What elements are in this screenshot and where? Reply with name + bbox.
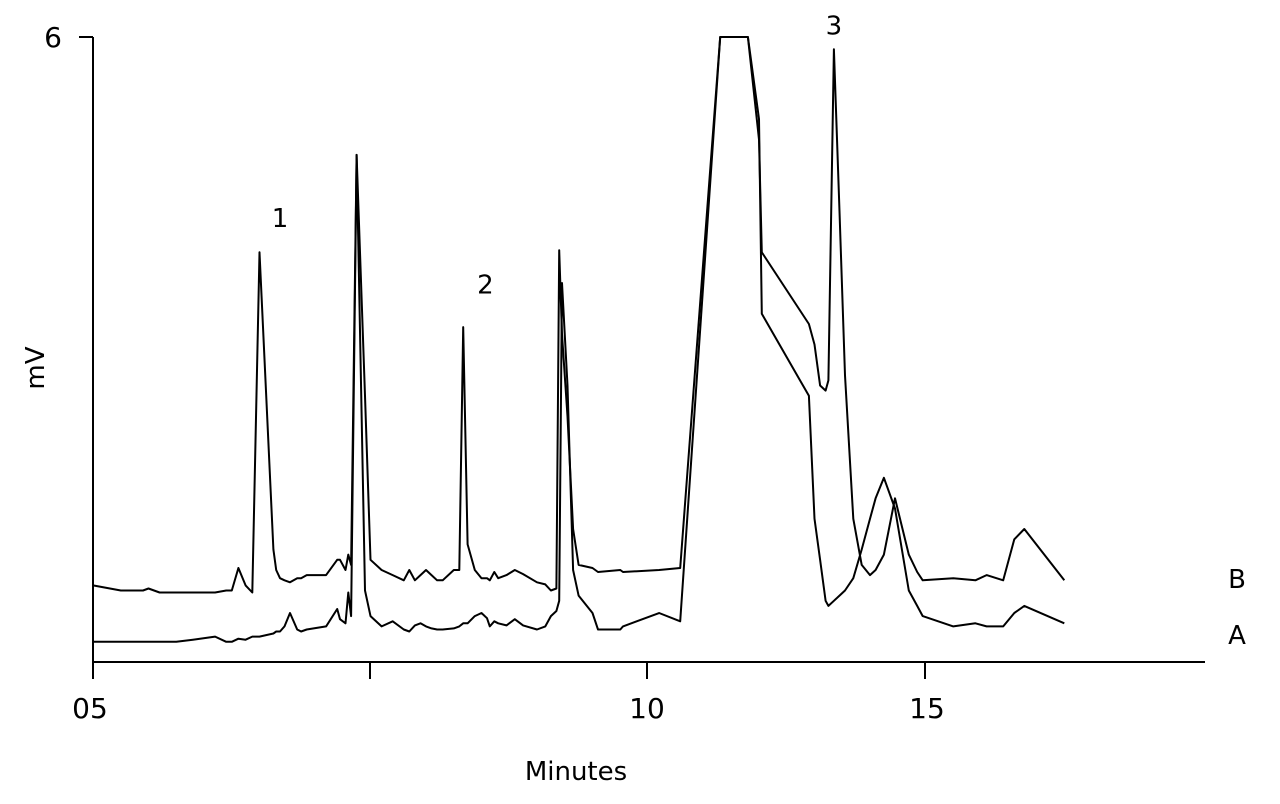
series-label-b: B bbox=[1228, 565, 1246, 595]
series-group: B A bbox=[92, 36, 1246, 651]
peak-labels: 1 2 3 bbox=[272, 11, 842, 300]
series-line-a bbox=[93, 36, 1065, 643]
y-tick-label-6: 6 bbox=[44, 21, 62, 54]
y-axis: 6 mV bbox=[21, 21, 94, 662]
x-tick-label-15: 15 bbox=[909, 692, 945, 725]
series-label-a: A bbox=[1228, 621, 1246, 651]
x-axis: 05 10 15 Minutes bbox=[72, 661, 1205, 787]
peak-label-1: 1 bbox=[272, 204, 289, 234]
x-axis-label: Minutes bbox=[525, 757, 627, 787]
peak-label-2: 2 bbox=[477, 271, 494, 301]
x-tick-label-05: 05 bbox=[72, 692, 108, 725]
series-line-b bbox=[92, 36, 1066, 594]
peak-label-3: 3 bbox=[826, 11, 843, 41]
x-tick-label-10: 10 bbox=[629, 692, 665, 725]
y-axis-label: mV bbox=[21, 346, 51, 389]
